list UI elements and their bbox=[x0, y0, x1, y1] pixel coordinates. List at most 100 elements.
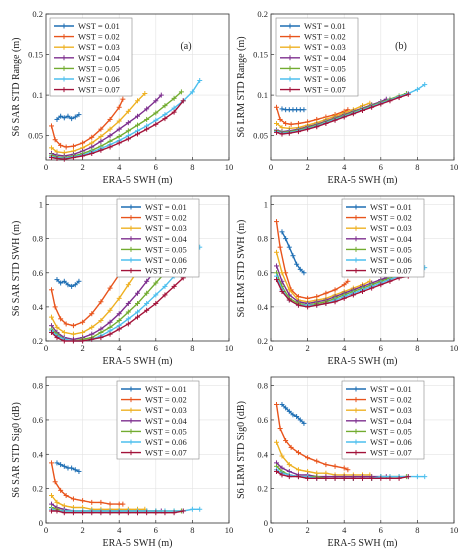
data-point bbox=[378, 282, 384, 288]
data-point bbox=[63, 144, 69, 150]
data-point bbox=[135, 113, 140, 119]
data-point bbox=[360, 108, 365, 114]
x-tick-label: 2 bbox=[80, 162, 84, 172]
data-point bbox=[301, 420, 307, 426]
data-point bbox=[396, 475, 402, 481]
legend-label: WST = 0.01 bbox=[370, 202, 412, 212]
chart-panel-a: 0 2 4 6 8 10 0.05 0.1 0.15 0.2 ERA-5 SWH (m) S6 SAR… bbox=[11, 9, 233, 186]
data-point bbox=[135, 314, 140, 320]
y-tick-label: 0.15 bbox=[253, 50, 268, 60]
data-point bbox=[279, 106, 285, 112]
x-tick-label: 8 bbox=[190, 343, 194, 353]
x-tick-label: 4 bbox=[342, 343, 347, 353]
legend-label: WST = 0.02 bbox=[304, 32, 346, 42]
data-point bbox=[107, 501, 113, 507]
data-point bbox=[279, 229, 285, 235]
y-tick-label: 1 bbox=[264, 200, 268, 210]
data-point bbox=[273, 263, 279, 269]
data-point bbox=[98, 299, 104, 305]
data-point bbox=[369, 285, 375, 291]
legend-label: WST = 0.02 bbox=[145, 395, 187, 405]
data-point bbox=[305, 126, 311, 132]
data-point bbox=[98, 499, 104, 505]
x-tick-label: 10 bbox=[225, 525, 234, 535]
data-point bbox=[180, 98, 186, 104]
legend-label: WST = 0.01 bbox=[145, 384, 187, 394]
data-point bbox=[120, 501, 126, 507]
data-point bbox=[48, 314, 54, 320]
legend-label: WST = 0.04 bbox=[145, 416, 187, 426]
data-point bbox=[171, 95, 177, 101]
data-point bbox=[277, 244, 283, 250]
data-point bbox=[144, 278, 150, 284]
data-point bbox=[48, 287, 54, 293]
legend-label: WST = 0.04 bbox=[304, 53, 346, 63]
data-point bbox=[290, 412, 296, 418]
data-point bbox=[65, 282, 71, 288]
data-point bbox=[76, 112, 82, 118]
data-point bbox=[61, 510, 67, 516]
data-point bbox=[70, 143, 76, 149]
data-point bbox=[332, 463, 338, 469]
x-axis-label: ERA-5 SWH (m) bbox=[328, 175, 398, 186]
x-tick-label: 10 bbox=[450, 162, 459, 172]
data-point bbox=[89, 336, 95, 342]
series-line-wst-7 bbox=[51, 100, 184, 160]
data-point bbox=[314, 458, 320, 464]
data-point bbox=[350, 475, 356, 481]
legend-label: WST = 0.03 bbox=[370, 223, 412, 233]
data-point bbox=[48, 460, 54, 466]
data-point bbox=[80, 319, 86, 325]
data-point bbox=[135, 98, 140, 104]
x-axis-label: ERA-5 SWH (m) bbox=[103, 175, 173, 186]
data-point bbox=[279, 453, 285, 459]
data-point bbox=[80, 329, 86, 335]
data-point bbox=[72, 114, 78, 120]
data-point bbox=[98, 147, 104, 153]
x-tick-label: 6 bbox=[154, 162, 158, 172]
data-point bbox=[89, 499, 95, 505]
legend-label: WST = 0.05 bbox=[304, 63, 346, 73]
legend-label: WST = 0.04 bbox=[78, 53, 120, 63]
series-line-wst-3 bbox=[275, 252, 371, 303]
data-point bbox=[54, 277, 60, 283]
legend-label: WST = 0.07 bbox=[145, 448, 187, 458]
y-tick-label: 0.05 bbox=[253, 131, 268, 141]
data-point bbox=[48, 145, 54, 151]
data-point bbox=[120, 96, 126, 102]
data-point bbox=[144, 106, 150, 112]
data-point bbox=[297, 417, 303, 423]
data-point bbox=[345, 467, 351, 473]
data-point bbox=[107, 133, 113, 139]
data-point bbox=[158, 92, 164, 98]
data-point bbox=[70, 510, 76, 516]
data-point bbox=[54, 155, 60, 161]
data-point bbox=[63, 321, 69, 327]
legend-label: WST = 0.07 bbox=[145, 266, 187, 276]
x-tick-label: 6 bbox=[379, 525, 383, 535]
legend-label: WST = 0.03 bbox=[145, 223, 187, 233]
data-point bbox=[107, 285, 113, 291]
data-point bbox=[332, 299, 338, 305]
data-point bbox=[273, 277, 279, 283]
axes-frame bbox=[270, 195, 455, 342]
panel-label: (a) bbox=[180, 41, 191, 52]
data-point bbox=[116, 510, 122, 516]
data-point bbox=[61, 329, 67, 335]
data-point bbox=[286, 408, 292, 414]
data-point bbox=[283, 121, 289, 126]
x-tick-label: 6 bbox=[154, 525, 158, 535]
data-point bbox=[125, 309, 131, 315]
data-point bbox=[341, 465, 347, 471]
data-point bbox=[52, 304, 58, 310]
data-point bbox=[323, 290, 329, 296]
legend-label: WST = 0.04 bbox=[145, 234, 187, 244]
data-point bbox=[341, 475, 347, 481]
data-point bbox=[54, 324, 60, 330]
data-point bbox=[61, 115, 67, 121]
series-line-wst-2 bbox=[275, 404, 349, 471]
y-tick-label: 0.05 bbox=[28, 131, 43, 141]
